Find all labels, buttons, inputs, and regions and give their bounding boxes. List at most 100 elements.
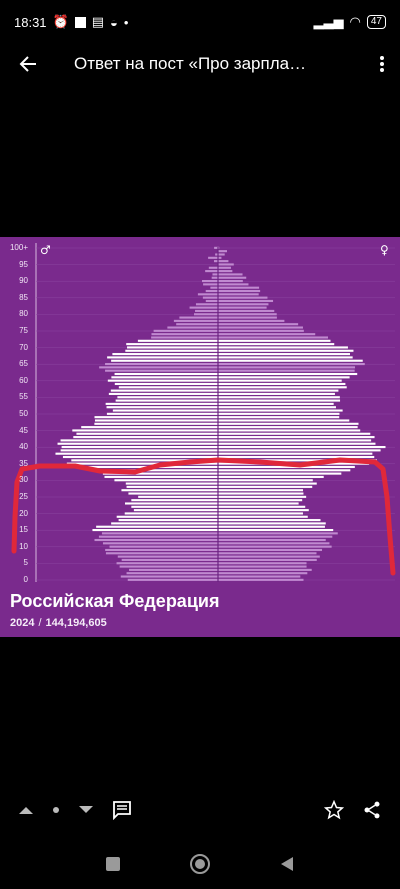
male-bar [213,260,218,263]
male-bar [114,382,218,386]
male-bar [124,502,218,505]
age-tick-label: 90 [19,276,28,286]
female-bar [218,446,386,449]
back-triangle-icon[interactable] [278,855,296,873]
female-bar [218,535,333,538]
comment-icon[interactable] [112,800,132,820]
male-bar [202,280,218,283]
male-bar [111,376,218,379]
female-bar [218,505,306,508]
male-bar [131,499,218,502]
more-button[interactable] [364,44,400,84]
back-button[interactable] [0,44,56,84]
male-bar [55,452,218,455]
recents-icon[interactable] [104,855,122,873]
female-bar [218,465,355,469]
home-icon[interactable] [189,853,211,875]
notification-icon [74,16,86,28]
female-bar [218,565,307,568]
male-bar [151,336,218,339]
male-bar [90,469,218,472]
age-tick-label: 10 [19,541,28,551]
female-bar [218,256,222,259]
male-bar [109,545,218,548]
female-bar [218,283,249,286]
female-bar [218,555,320,558]
female-symbol: ♀ [380,243,389,257]
male-bar [106,406,218,409]
female-bar [218,336,329,339]
male-bar [117,396,218,399]
male-bar [117,555,218,558]
male-bar [116,515,218,518]
nav-right [324,800,382,820]
female-bar [218,578,304,581]
female-bar [218,273,243,276]
male-bar [205,289,218,293]
female-bar [218,316,277,319]
female-bar [218,366,355,369]
age-tick-label: 35 [19,458,28,468]
female-bar [218,429,361,432]
male-bar [92,529,218,532]
dot-status-icon: • [123,14,129,30]
arrow-down-icon[interactable] [78,805,94,815]
age-tick-label: 45 [19,425,28,435]
female-bar [218,475,324,478]
male-bar [102,472,218,475]
male-symbol: ♂ [40,243,51,257]
male-bar [133,509,218,512]
male-bar [112,409,218,412]
share-icon[interactable] [362,800,382,820]
age-tick-label: 85 [19,292,28,302]
male-bar [118,386,218,389]
male-bar [76,432,218,435]
female-bar [218,329,304,332]
alarm-icon: ⏰ [52,14,69,29]
male-bar [195,309,218,312]
age-tick-label: 50 [19,409,28,418]
star-icon[interactable] [324,800,344,820]
female-bar [218,356,353,359]
female-bar [218,293,259,296]
female-bar [218,270,233,273]
female-bar [218,449,381,452]
female-bar [218,303,269,306]
female-bar [218,353,350,356]
male-bar [98,535,218,538]
female-bar [218,386,347,389]
female-bar [218,489,304,492]
female-bar [218,479,313,482]
female-bar [218,469,351,472]
dot-icon [53,807,59,813]
age-tick-label: 40 [19,442,28,452]
female-bar [218,406,336,409]
male-bar [112,353,218,356]
female-bar [218,326,303,329]
age-tick-label: 55 [19,392,28,402]
male-bar [105,548,218,552]
female-bar [218,519,321,522]
female-bar [218,529,334,532]
male-bar [197,293,218,296]
female-bar [218,260,229,263]
male-bar [189,306,218,309]
male-bar [205,299,218,303]
female-bar [218,525,325,528]
app-icon: ▤ [91,14,105,29]
female-bar [218,512,303,515]
male-bar [195,303,218,306]
arrow-left-icon [19,56,36,72]
female-bar [218,402,334,405]
male-bar [106,412,218,415]
male-bar [202,296,218,299]
female-bar [218,392,335,395]
post-image[interactable]: ♂ ♀ 100+ 95 90 85 80 75 70 65 60 55 50 45 40 35 30 25 20 1… [0,237,400,637]
arrow-up-icon[interactable] [18,805,34,815]
male-bar [94,538,218,542]
battery-icon: 47 [366,15,386,29]
female-bar [218,396,340,399]
female-bar [218,286,260,289]
female-bar [218,276,247,279]
female-bar [218,246,220,249]
